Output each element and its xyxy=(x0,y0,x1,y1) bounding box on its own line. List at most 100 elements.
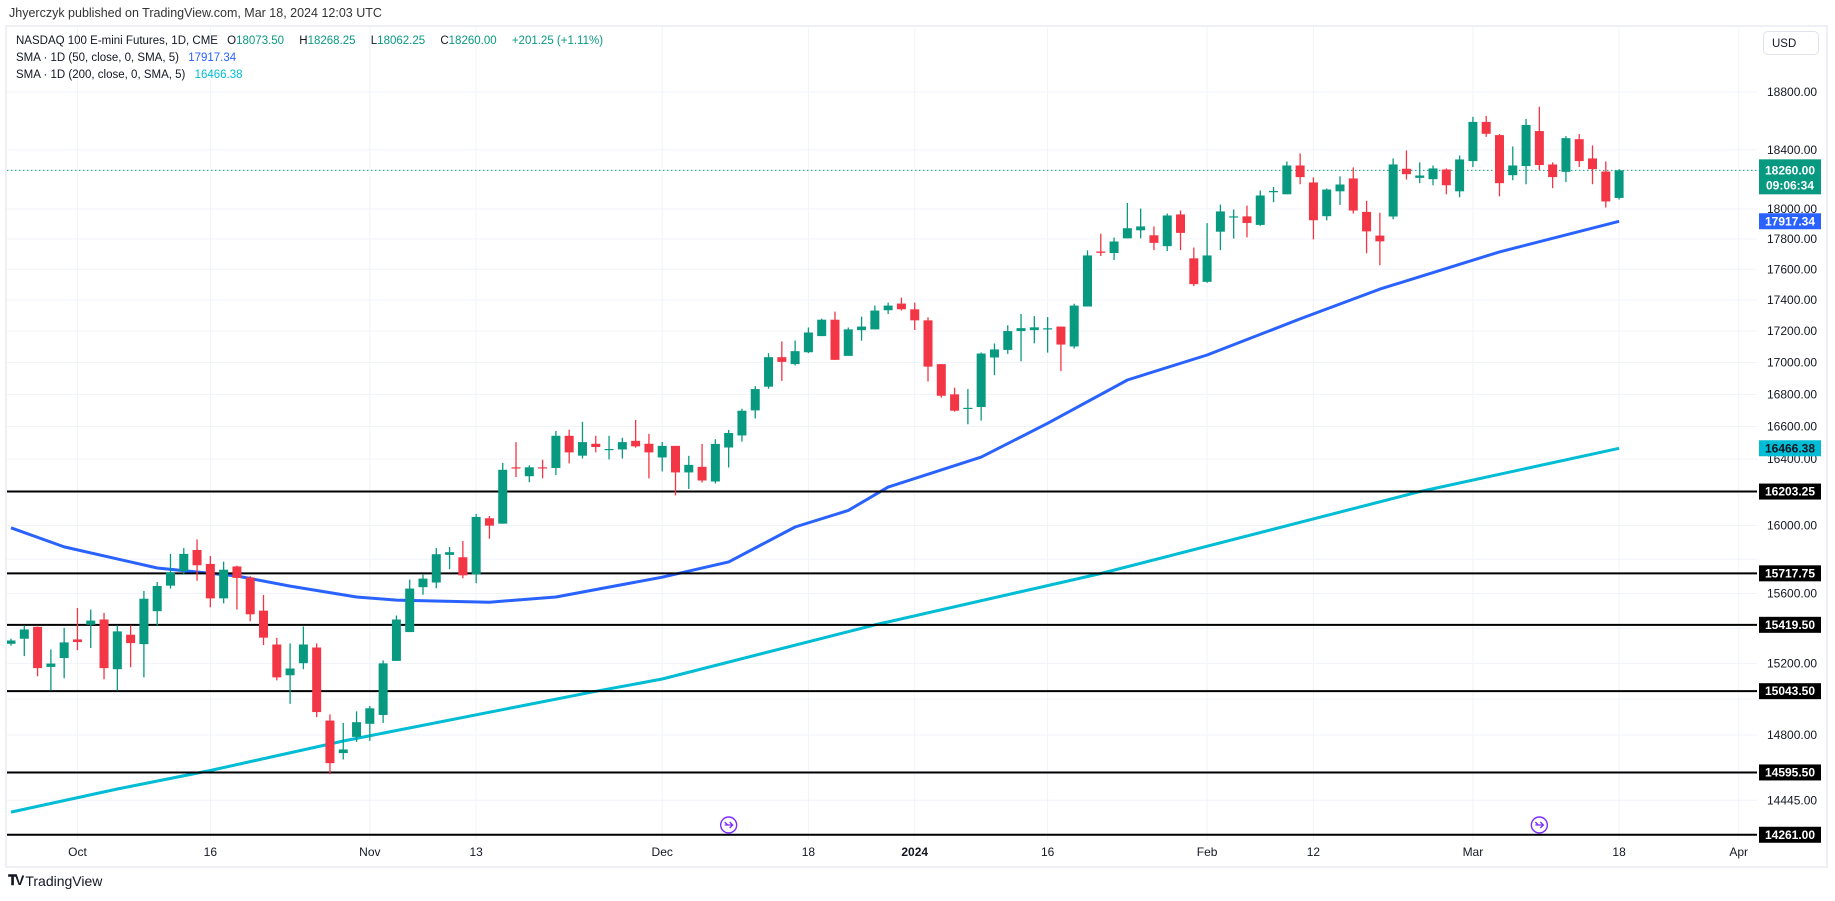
candle-down[interactable] xyxy=(1588,145,1598,185)
candle-up[interactable] xyxy=(1069,303,1079,349)
candle-up[interactable] xyxy=(405,579,415,633)
candle-down[interactable] xyxy=(458,540,468,579)
candle-down[interactable] xyxy=(538,459,548,479)
candle-down[interactable] xyxy=(72,608,82,651)
candle-down[interactable] xyxy=(272,637,282,681)
candle-down[interactable] xyxy=(1534,106,1544,171)
candle-up[interactable] xyxy=(963,389,973,425)
candle-up[interactable] xyxy=(498,462,508,524)
candle-up[interactable] xyxy=(870,305,880,330)
candle-up[interactable] xyxy=(338,722,348,760)
candle-up[interactable] xyxy=(59,627,69,679)
candle-up[interactable] xyxy=(86,609,96,649)
candle-up[interactable] xyxy=(1388,158,1398,220)
candle-up[interactable] xyxy=(471,513,481,584)
candle-up[interactable] xyxy=(1162,213,1172,252)
candle-up[interactable] xyxy=(577,421,587,459)
candle-up[interactable] xyxy=(657,441,667,472)
candle-up[interactable] xyxy=(139,590,149,678)
legend-sma200-row[interactable]: SMA · 1D (200, close, 0, SMA, 5) 16466.3… xyxy=(16,69,249,81)
candle-up[interactable] xyxy=(843,327,853,356)
currency-button[interactable]: USD xyxy=(1763,31,1819,55)
candle-down[interactable] xyxy=(312,643,322,718)
candle-up[interactable] xyxy=(1455,155,1465,198)
candle-down[interactable] xyxy=(1494,134,1504,197)
candle-up[interactable] xyxy=(1029,316,1039,344)
candle-down[interactable] xyxy=(205,555,215,608)
candle-up[interactable] xyxy=(46,649,56,691)
candle-up[interactable] xyxy=(790,340,800,366)
candle-up[interactable] xyxy=(1215,204,1225,251)
candle-down[interactable] xyxy=(99,612,109,680)
candle-up[interactable] xyxy=(1521,118,1531,185)
candle-down[interactable] xyxy=(245,576,255,622)
candle-up[interactable] xyxy=(524,465,534,483)
candle-up[interactable] xyxy=(1016,313,1026,362)
candle-up[interactable] xyxy=(1415,162,1425,184)
candle-down[interactable] xyxy=(1441,168,1451,195)
candle-down[interactable] xyxy=(697,443,707,483)
candle-up[interactable] xyxy=(737,408,747,442)
candle-down[interactable] xyxy=(564,429,574,464)
candle-down[interactable] xyxy=(484,515,494,539)
candle-up[interactable] xyxy=(378,660,388,723)
candle-down[interactable] xyxy=(644,433,654,479)
candle-down[interactable] xyxy=(950,387,960,412)
candle-up[interactable] xyxy=(764,353,774,389)
candle-up[interactable] xyxy=(1335,176,1345,205)
candle-up[interactable] xyxy=(1109,237,1119,260)
candle-up[interactable] xyxy=(298,626,308,670)
candle-up[interactable] xyxy=(724,429,734,468)
candle-up[interactable] xyxy=(1468,116,1478,168)
candle-down[interactable] xyxy=(1362,200,1372,254)
candle-up[interactable] xyxy=(445,547,455,570)
candle-up[interactable] xyxy=(19,625,29,657)
candle-up[interactable] xyxy=(1255,190,1265,226)
candle-up[interactable] xyxy=(710,439,720,484)
candle-down[interactable] xyxy=(1308,177,1318,240)
candle-up[interactable] xyxy=(1202,223,1212,283)
candle-up[interactable] xyxy=(152,582,162,627)
candle-down[interactable] xyxy=(1096,233,1106,257)
candle-up[interactable] xyxy=(1428,165,1438,186)
candle-up[interactable] xyxy=(1508,146,1518,181)
legend-sma50-row[interactable]: SMA · 1D (50, close, 0, SMA, 5) 17917.34 xyxy=(16,52,242,64)
level-price-label[interactable]: 15717.75 xyxy=(1759,565,1821,582)
candle-down[interactable] xyxy=(325,714,335,775)
time-axis[interactable]: Oct 16 Nov 13 Dec 18 2024 16 Feb 12 Mar 18 Apr xyxy=(68,845,1748,859)
candle-down[interactable] xyxy=(1375,212,1385,266)
candle-down[interactable] xyxy=(1481,115,1491,137)
candle-up[interactable] xyxy=(817,318,827,337)
candle-down[interactable] xyxy=(631,419,641,448)
candle-up[interactable] xyxy=(219,561,229,604)
candle-down[interactable] xyxy=(923,317,933,382)
candle-down[interactable] xyxy=(1348,167,1358,214)
candle-up[interactable] xyxy=(431,548,441,589)
candle-down[interactable] xyxy=(1176,210,1186,251)
level-price-label[interactable]: 15043.50 xyxy=(1759,683,1821,700)
candle-up[interactable] xyxy=(179,548,189,575)
candle-up[interactable] xyxy=(604,435,614,460)
candle-up[interactable] xyxy=(1282,161,1292,195)
sma50-price-label[interactable]: 17917.34 xyxy=(1759,213,1821,230)
candle-up[interactable] xyxy=(1269,186,1279,203)
event-marker[interactable] xyxy=(719,816,738,834)
candle-up[interactable] xyxy=(551,430,561,476)
level-price-label[interactable]: 16203.25 xyxy=(1759,483,1821,500)
candle-up[interactable] xyxy=(750,386,760,419)
candle-up[interactable] xyxy=(365,705,375,741)
candle-up[interactable] xyxy=(1122,202,1132,239)
candle-up[interactable] xyxy=(165,553,175,589)
price-axis[interactable]: 18800.00 18400.00 18000.00 17800.00 17600.00… xyxy=(1759,85,1821,843)
candle-up[interactable] xyxy=(617,437,627,459)
candle-down[interactable] xyxy=(232,565,242,610)
candle-up[interactable] xyxy=(1614,169,1624,200)
candle-up[interactable] xyxy=(418,574,428,595)
candle-down[interactable] xyxy=(910,302,920,330)
candle-down[interactable] xyxy=(671,445,680,496)
candle-up[interactable] xyxy=(7,638,16,646)
sma200-price-label[interactable]: 16466.38 xyxy=(1759,440,1821,457)
candle-up[interactable] xyxy=(1082,250,1092,307)
level-price-label[interactable]: 14261.00 xyxy=(1759,826,1821,843)
candle-down[interactable] xyxy=(259,594,269,646)
